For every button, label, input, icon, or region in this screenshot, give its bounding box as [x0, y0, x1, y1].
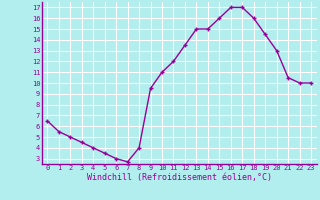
X-axis label: Windchill (Refroidissement éolien,°C): Windchill (Refroidissement éolien,°C): [87, 173, 272, 182]
